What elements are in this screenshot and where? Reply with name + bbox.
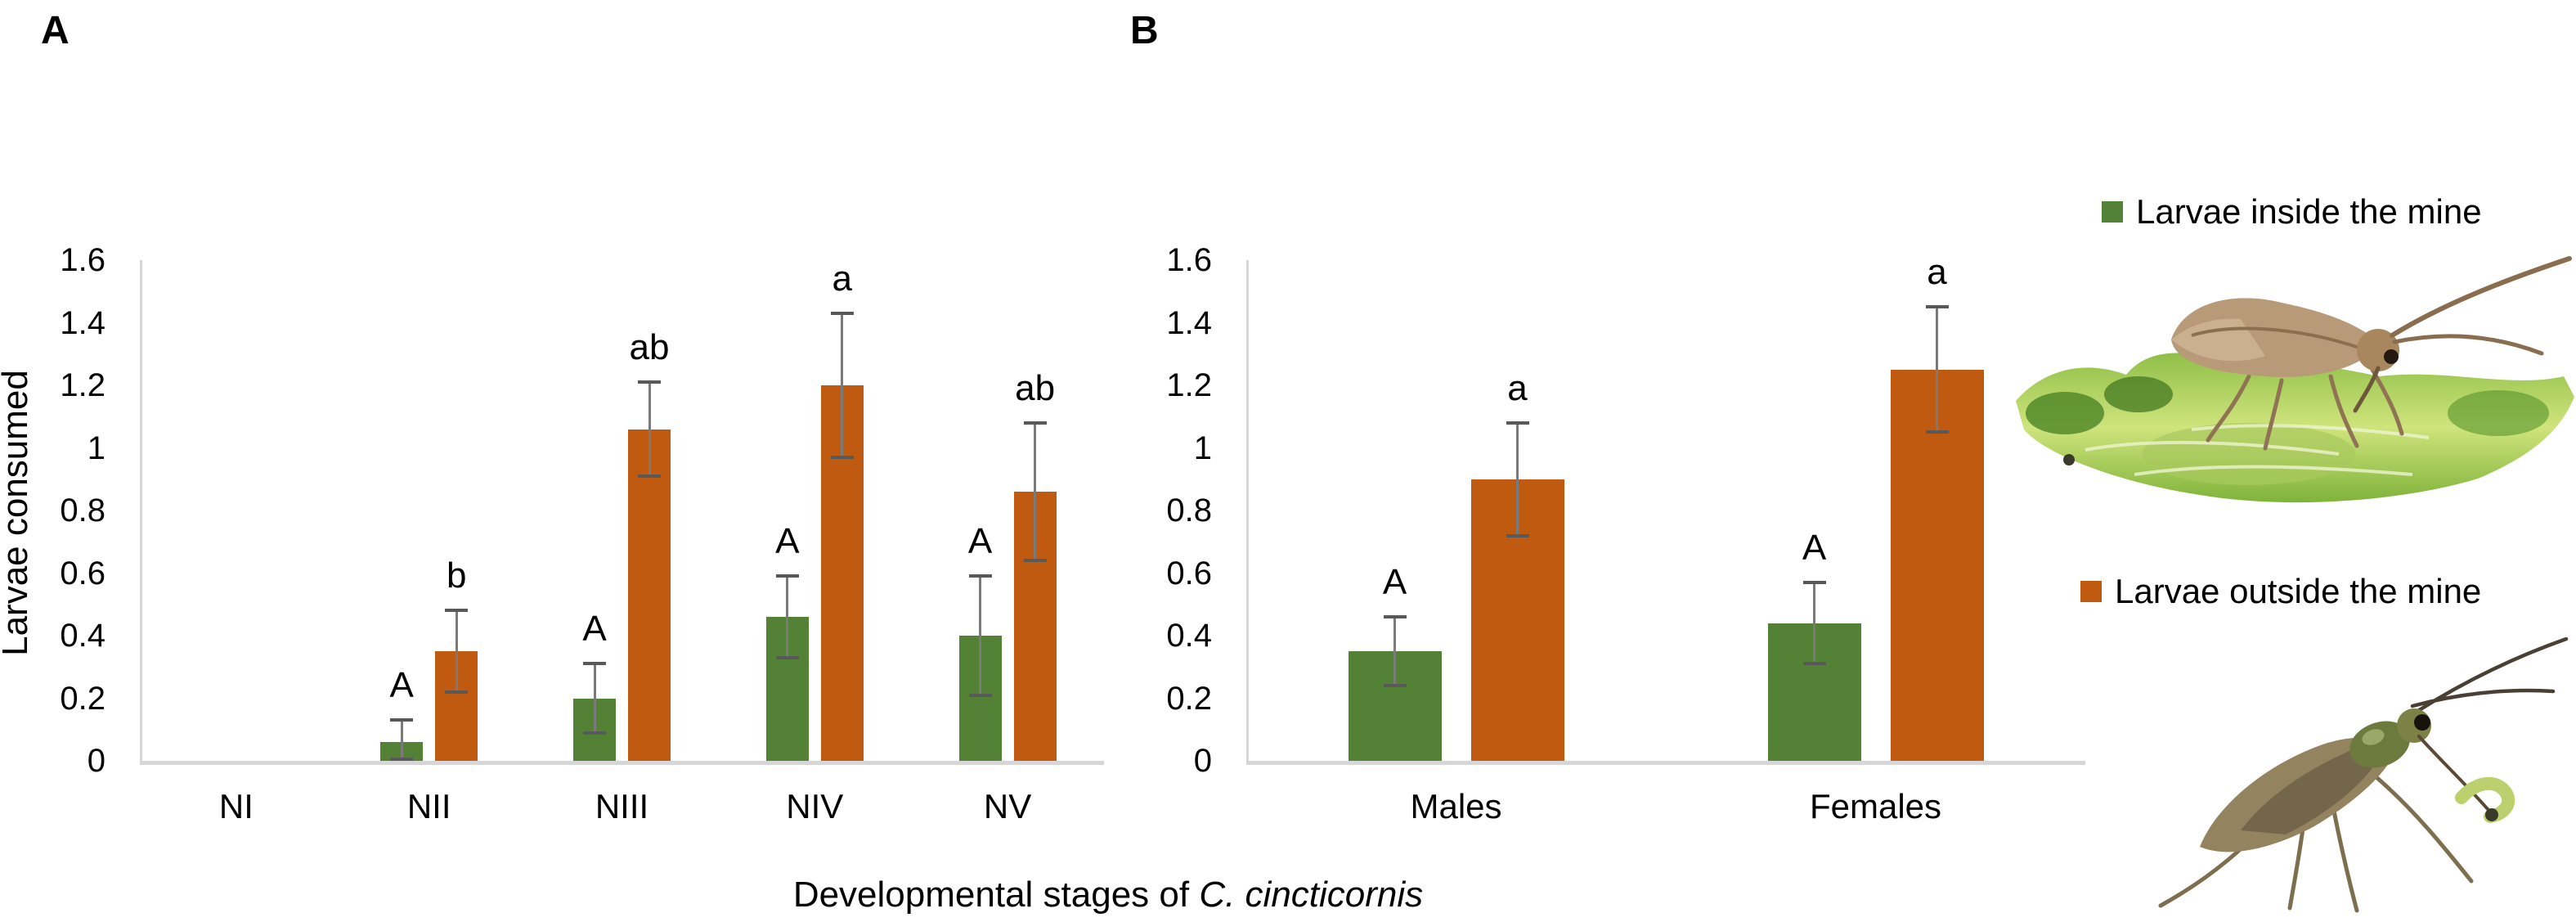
bar <box>628 429 671 761</box>
significance-letter: a <box>1927 252 1947 293</box>
error-bar-cap-top <box>390 718 414 722</box>
predator-holding-larva-photo <box>2158 636 2569 913</box>
significance-letter: a <box>1507 367 1528 408</box>
error-bar-cap-bottom <box>830 455 854 459</box>
y-tick-label: 1.4 <box>60 304 105 341</box>
significance-letter: ab <box>1015 367 1056 408</box>
error-bar-line <box>1936 307 1938 433</box>
y-tick-label: 1.2 <box>60 367 105 403</box>
legend-item-inside: Larvae inside the mine <box>2102 195 2482 229</box>
panel-b-label: B <box>1130 9 1159 52</box>
error-bar-cap-bottom <box>968 693 992 697</box>
error-bar-line <box>400 720 403 760</box>
error-bar-line <box>786 576 789 658</box>
significance-letter: a <box>832 259 853 299</box>
error-bar-cap-top <box>775 574 799 578</box>
error-bar-cap-top <box>1506 421 1529 425</box>
significance-letter: A <box>389 665 414 706</box>
y-tick-label: 0.2 <box>1166 680 1212 717</box>
y-tick-label: 0.4 <box>60 618 105 654</box>
y-tick-label: 0.6 <box>1166 555 1212 591</box>
y-tick-label: 1.2 <box>1166 367 1212 403</box>
error-bar-cap-bottom <box>1802 662 1826 666</box>
error-bar-cap-top <box>1802 580 1826 584</box>
error-bar-line <box>1813 582 1815 664</box>
category-label: Males <box>1410 787 1502 825</box>
significance-letter: b <box>446 555 467 596</box>
y-tick-label: 0.2 <box>60 680 105 717</box>
error-bar-line <box>841 313 844 457</box>
y-tick-label: 1.6 <box>60 242 105 278</box>
error-bar-cap-top <box>1023 421 1047 425</box>
error-bar-line <box>979 576 982 695</box>
mirid-bug-illustration <box>2171 256 2572 451</box>
error-bar-line <box>1516 422 1519 536</box>
error-bar-cap-bottom <box>775 655 799 659</box>
y-tick-label: 1 <box>1193 430 1212 466</box>
error-bar-cap-top <box>830 312 854 316</box>
y-tick-label: 0 <box>87 743 105 779</box>
y-tick-label: 1.4 <box>1166 304 1212 341</box>
error-bar-cap-bottom <box>1383 684 1407 688</box>
error-bar-cap-bottom <box>390 758 414 762</box>
x-axis-title: Developmental stages of C. cincticornis <box>740 877 1476 913</box>
y-axis-line <box>140 260 142 761</box>
category-label: NII <box>406 787 451 825</box>
legend-swatch-green <box>2102 201 2123 223</box>
significance-letter: A <box>775 521 800 562</box>
legend-item-outside: Larvae outside the mine <box>2080 574 2481 609</box>
category-label: NIV <box>786 787 844 825</box>
significance-letter: A <box>1802 527 1827 568</box>
x-axis-line <box>1246 761 2085 765</box>
x-axis-title-species: C. cincticornis <box>1199 875 1424 915</box>
error-bar-line <box>593 663 596 733</box>
error-bar-cap-top <box>968 574 992 578</box>
mirid-bug-with-larva-illustration <box>2158 636 2569 913</box>
significance-letter: ab <box>629 327 670 368</box>
y-tick-label: 0.4 <box>1166 618 1212 654</box>
error-bar-line <box>1393 617 1396 686</box>
x-axis-title-text: Developmental stages of <box>792 875 1200 915</box>
category-label: NIII <box>595 787 649 825</box>
error-bar-cap-top <box>638 380 661 385</box>
y-axis-line <box>1246 260 1249 761</box>
significance-letter: A <box>967 521 993 562</box>
panel-a-label: A <box>41 9 70 52</box>
significance-letter: A <box>582 609 607 650</box>
category-label: NV <box>983 787 1032 825</box>
predator-on-leaf-mine-photo <box>2016 256 2574 503</box>
error-bar-line <box>648 382 651 476</box>
error-bar-line <box>455 610 458 692</box>
legend-label-inside: Larvae inside the mine <box>2136 192 2482 231</box>
y-tick-label: 0.8 <box>60 492 105 528</box>
error-bar-cap-bottom <box>1925 430 1949 434</box>
error-bar-cap-bottom <box>445 690 469 694</box>
error-bar-cap-bottom <box>638 474 661 478</box>
category-label: Females <box>1809 787 1942 825</box>
y-tick-label: 0.6 <box>60 555 105 591</box>
category-label: NI <box>218 787 254 825</box>
error-bar-cap-bottom <box>1506 533 1529 537</box>
error-bar-cap-top <box>1383 615 1407 619</box>
legend-swatch-orange <box>2080 581 2102 602</box>
error-bar-cap-top <box>1925 305 1949 309</box>
error-bar-line <box>1034 422 1037 561</box>
error-bar-cap-top <box>583 662 606 666</box>
legend-label-outside: Larvae outside the mine <box>2115 572 2482 610</box>
error-bar-cap-bottom <box>1023 559 1047 563</box>
y-tick-label: 1.6 <box>1166 242 1212 278</box>
significance-letter: A <box>1382 562 1407 603</box>
y-tick-label: 0 <box>1193 743 1212 779</box>
x-axis-line <box>140 761 1104 765</box>
bar <box>1890 369 1984 761</box>
error-bar-cap-top <box>445 609 469 613</box>
y-tick-label: 1 <box>87 430 105 466</box>
error-bar-cap-bottom <box>583 731 606 735</box>
y-tick-label: 0.8 <box>1166 492 1212 528</box>
